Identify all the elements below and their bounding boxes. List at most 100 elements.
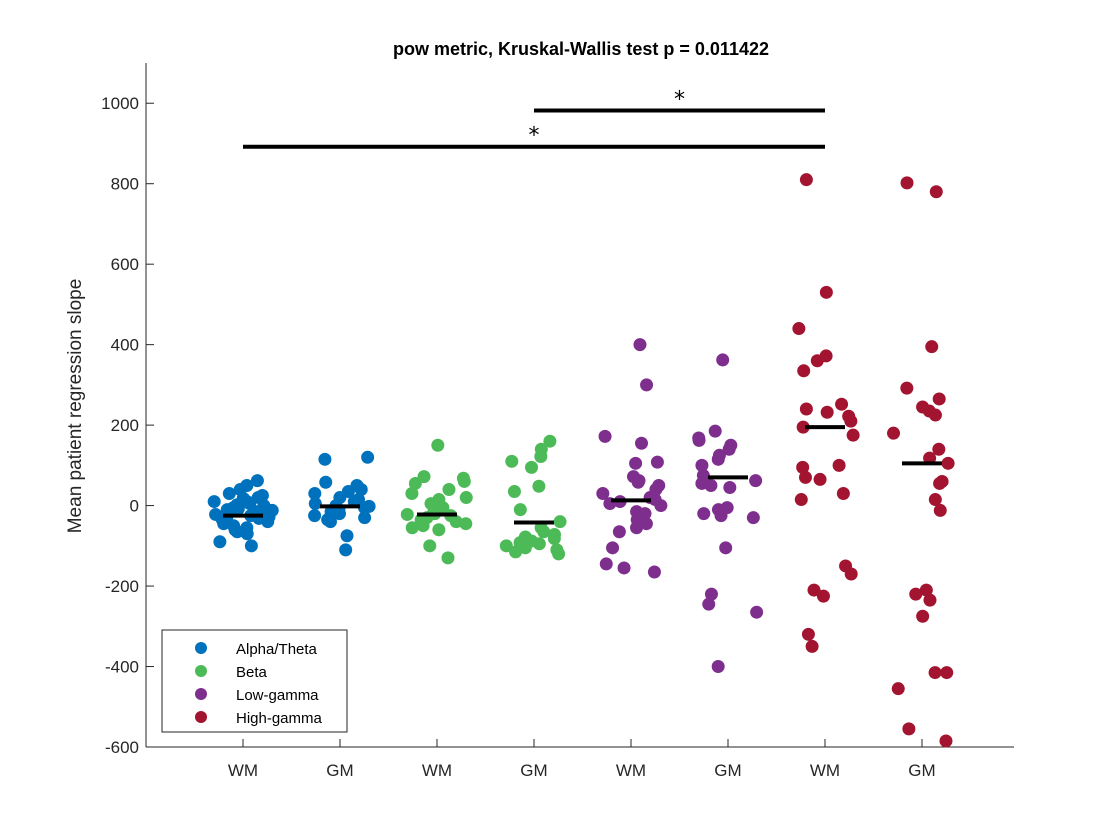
data-point — [217, 517, 231, 531]
data-point — [844, 567, 858, 581]
data-point — [509, 545, 523, 559]
data-point — [900, 381, 914, 395]
data-point — [940, 666, 954, 680]
y-tick-label: 800 — [111, 175, 139, 194]
y-tick-label: 200 — [111, 416, 139, 435]
data-point — [240, 527, 254, 541]
data-point — [250, 474, 264, 488]
data-point — [798, 470, 812, 484]
legend-marker-alpha-theta — [195, 642, 207, 654]
legend-marker-beta — [195, 665, 207, 677]
data-point — [357, 501, 371, 515]
data-point — [518, 541, 532, 555]
data-point — [532, 537, 546, 551]
data-point — [702, 597, 716, 611]
y-tick-label: 600 — [111, 255, 139, 274]
data-point — [928, 493, 942, 507]
data-point — [332, 507, 346, 521]
data-point — [820, 405, 834, 419]
data-point — [459, 517, 473, 531]
data-point — [929, 185, 943, 199]
data-point — [749, 474, 763, 488]
data-point — [716, 353, 730, 367]
data-point — [796, 460, 810, 474]
data-point — [499, 539, 513, 553]
x-tick-label: WM — [228, 761, 258, 780]
data-point — [810, 354, 824, 368]
data-point — [647, 565, 661, 579]
data-point — [919, 583, 933, 597]
legend-box — [161, 629, 348, 733]
data-point — [599, 557, 613, 571]
data-point — [719, 541, 733, 555]
data-point — [723, 480, 737, 494]
data-point — [923, 593, 937, 607]
data-point — [222, 487, 236, 501]
data-point — [909, 587, 923, 601]
data-point — [308, 497, 322, 511]
data-point — [354, 482, 368, 496]
data-point — [916, 609, 930, 623]
data-point — [722, 442, 736, 456]
data-point — [631, 475, 645, 489]
data-point — [846, 428, 860, 442]
data-point — [711, 660, 725, 674]
legend-label-alpha-theta: Alpha/Theta — [236, 641, 318, 658]
data-point — [416, 519, 430, 533]
data-point — [887, 426, 901, 440]
data-point — [941, 456, 955, 470]
data-point — [714, 509, 728, 523]
data-point — [799, 173, 813, 187]
data-point — [794, 493, 808, 507]
chart-title: pow metric, Kruskal-Wallis test p = 0.01… — [393, 39, 769, 59]
y-tick-label: 0 — [130, 497, 139, 516]
data-point — [552, 547, 566, 561]
data-point — [361, 450, 375, 464]
data-point — [932, 392, 946, 406]
data-point — [801, 627, 815, 641]
y-axis-title: Mean patient regression slope — [65, 279, 86, 534]
data-point — [932, 442, 946, 456]
data-point — [939, 734, 953, 748]
data-point — [654, 499, 668, 513]
data-point — [261, 515, 275, 529]
data-point — [928, 666, 942, 680]
data-point — [547, 532, 561, 546]
data-point — [792, 322, 806, 336]
data-point — [318, 452, 332, 466]
data-point — [746, 511, 760, 525]
data-point — [750, 605, 764, 619]
data-point — [832, 458, 846, 472]
data-point — [537, 525, 551, 539]
data-point — [933, 476, 947, 490]
data-point — [640, 378, 654, 392]
x-tick-label: WM — [616, 761, 646, 780]
data-point — [711, 452, 725, 466]
data-point — [796, 420, 810, 434]
data-point — [442, 482, 456, 496]
y-tick-label: -400 — [105, 658, 139, 677]
data-point — [308, 509, 322, 523]
legend: Alpha/Theta Beta Low-gamma High-gamma — [161, 629, 348, 733]
data-point — [543, 434, 557, 448]
data-point — [612, 525, 626, 539]
legend-marker-low-gamma — [195, 688, 207, 700]
legend-label-high-gamma: High-gamma — [236, 710, 323, 727]
data-point — [207, 495, 221, 509]
data-point — [925, 340, 939, 354]
data-point — [835, 397, 849, 411]
data-point — [230, 525, 244, 539]
data-point — [704, 478, 718, 492]
plot-area: -600 -400 -200 0 200 400 600 800 1000 WM GM WM GM WM G… — [101, 63, 1014, 780]
data-point — [617, 561, 631, 575]
data-point — [807, 583, 821, 597]
data-point — [459, 491, 473, 505]
data-point — [432, 523, 446, 537]
data-point — [231, 502, 245, 516]
data-point — [606, 541, 620, 555]
legend-label-beta: Beta — [236, 664, 268, 681]
legend-label-low-gamma: Low-gamma — [236, 687, 319, 704]
data-point — [400, 507, 414, 521]
data-point — [405, 487, 419, 501]
